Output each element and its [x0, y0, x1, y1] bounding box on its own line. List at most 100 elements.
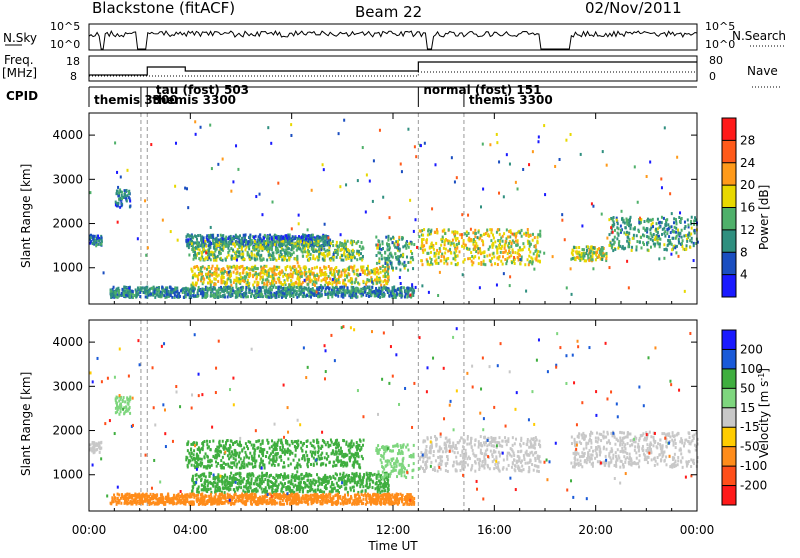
power-echo: [211, 280, 213, 283]
power-echo: [217, 234, 219, 237]
power-echo: [619, 245, 621, 248]
nsky-label: N.Sky: [3, 31, 37, 45]
power-echo: [499, 240, 501, 243]
velocity-echo: [241, 464, 243, 467]
power-echo: [401, 170, 403, 173]
power-echo: [346, 254, 348, 257]
power-echo: [655, 228, 657, 231]
power-echo: [574, 257, 576, 260]
power-echo: [294, 286, 296, 289]
power-echo: [532, 150, 534, 153]
power-echo: [278, 244, 280, 247]
power-echo: [116, 288, 118, 291]
power-echo: [243, 234, 245, 237]
power-echo: [365, 287, 367, 290]
power-echo: [344, 274, 346, 277]
velocity-echo: [236, 440, 238, 443]
power-echo: [146, 286, 148, 289]
velocity-echo: [194, 457, 196, 460]
power-echo: [285, 244, 287, 247]
velocity-echo: [343, 461, 345, 464]
power-echo: [307, 283, 309, 286]
power-echo: [322, 235, 324, 238]
power-echo: [271, 237, 273, 240]
velocity-echo: [279, 448, 281, 451]
power-echo: [425, 241, 427, 244]
velocity-echo: [294, 467, 296, 470]
velocity-echo: [243, 462, 245, 465]
power-echo: [396, 246, 398, 249]
power-echo: [216, 289, 218, 292]
power-echo: [303, 266, 305, 269]
power-echo: [426, 252, 428, 255]
power-echo: [664, 235, 666, 238]
velocity-echo: [271, 458, 273, 461]
power-echo: [100, 236, 102, 239]
power-echo: [433, 248, 435, 251]
power-echo: [561, 213, 563, 216]
power-echo: [477, 231, 479, 234]
power-echo: [312, 280, 314, 283]
power-echo: [261, 281, 263, 284]
power-echo: [396, 293, 398, 296]
power-echo: [483, 263, 485, 266]
power-echo: [597, 256, 599, 259]
power-echo: [659, 238, 661, 241]
power-echo: [344, 294, 346, 297]
velocity-echo: [220, 466, 222, 469]
velocity-echo: [248, 440, 250, 443]
power-echo: [275, 259, 277, 262]
power-echo: [327, 236, 329, 239]
power-echo: [406, 256, 408, 259]
power-echo: [265, 270, 267, 273]
power-echo: [489, 143, 491, 146]
power-echo: [394, 252, 396, 255]
power-echo: [206, 276, 208, 279]
power-echo: [359, 245, 361, 248]
power-echo: [230, 279, 232, 282]
power-echo: [294, 269, 296, 272]
power-echo: [305, 273, 307, 276]
freq-panel: Freq. [MHz] 18 8 80 0 Nave: [2, 53, 782, 87]
cpid-label: CPID: [6, 89, 38, 103]
power-echo: [497, 263, 499, 266]
power-echo: [329, 268, 331, 271]
power-echo: [486, 254, 488, 257]
power-echo: [355, 278, 357, 281]
power-echo: [110, 290, 112, 293]
power-echo: [338, 245, 340, 248]
power-echo: [270, 275, 272, 278]
power-echo: [381, 293, 383, 296]
power-echo: [357, 179, 359, 182]
power-echo: [231, 266, 233, 269]
power-echo: [117, 221, 119, 224]
power-echo: [661, 186, 663, 189]
power-echo: [171, 288, 173, 291]
power-echo: [454, 230, 456, 233]
velocity-echo: [352, 464, 354, 467]
power-echo: [507, 257, 509, 260]
power-echo: [275, 286, 277, 289]
velocity-echo: [278, 463, 280, 466]
power-echo: [336, 256, 338, 259]
power-echo: [241, 256, 243, 259]
power-echo: [368, 271, 370, 274]
power-echo: [627, 236, 629, 239]
power-echo: [285, 252, 287, 255]
power-echo: [189, 241, 191, 244]
power-echo: [192, 282, 194, 285]
power-echo: [635, 248, 637, 251]
power-echo: [456, 243, 458, 246]
power-echo: [127, 291, 129, 294]
power-echo: [528, 263, 530, 266]
velocity-echo: [197, 448, 199, 451]
velocity-echo: [271, 464, 273, 467]
power-echo: [508, 256, 510, 259]
power-echo: [671, 248, 673, 251]
cpid-segment-label: themis 3300: [152, 93, 236, 107]
power-echo: [245, 233, 247, 236]
power-echo: [354, 281, 356, 284]
velocity-echo: [301, 449, 303, 452]
velocity-echo: [291, 452, 293, 455]
